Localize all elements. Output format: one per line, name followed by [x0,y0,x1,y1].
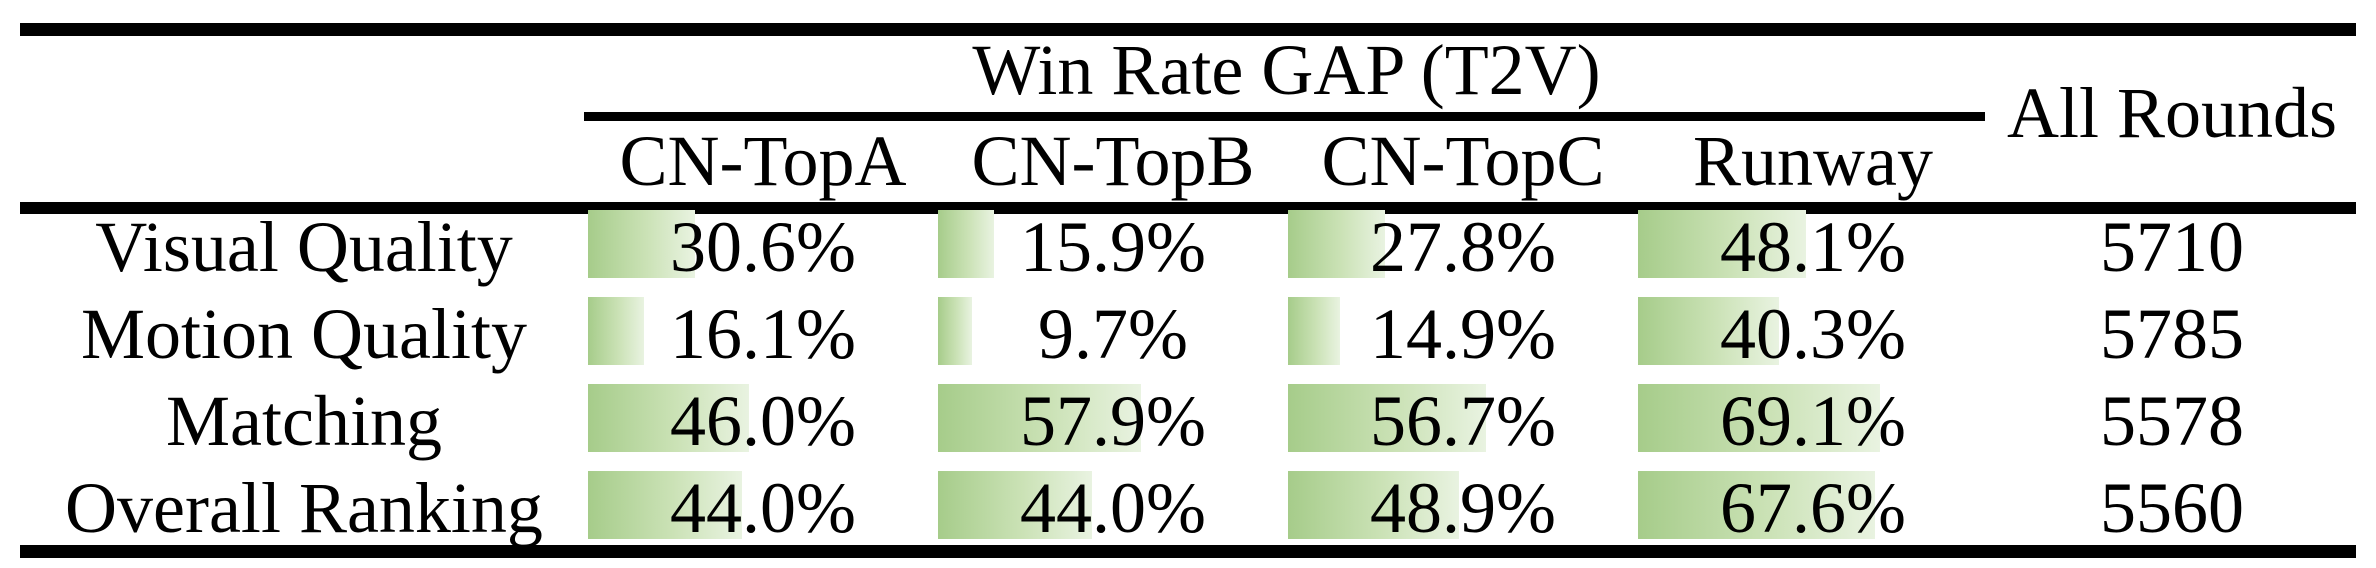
win-rate-value: 40.3% [1720,293,1906,374]
win-rate-data-bar [1638,297,1780,365]
win-rate-data-bar [938,297,972,365]
win-rate-cell: 30.6% [588,206,938,287]
win-rate-value: 9.7% [1038,293,1188,374]
win-rate-value: 57.9% [1020,380,1206,461]
group-header-underline-rule [584,112,1985,121]
win-rate-cell: 16.1% [588,293,938,374]
win-rate-value: 15.9% [1020,206,1206,287]
column-header-cn-topb: CN-TopB [971,120,1255,201]
win-rate-data-bar [938,471,1092,539]
table-row: Visual Quality 30.6% 15.9% 27.8% 48.1% 5710 [20,206,2356,287]
win-rate-value: 27.8% [1370,206,1556,287]
win-rate-data-bar [1288,297,1341,365]
win-rate-data-bar [1638,384,1880,452]
win-rate-value: 16.1% [670,293,856,374]
win-rate-cell: 48.1% [1638,206,1988,287]
win-rate-data-bar [1638,471,1875,539]
column-header-all-rounds: All Rounds [2006,72,2338,153]
win-rate-cell: 57.9% [938,380,1288,461]
win-rate-value: 46.0% [670,380,856,461]
win-rate-value: 44.0% [670,467,856,548]
win-rate-value: 56.7% [1370,380,1556,461]
win-rate-value: 30.6% [670,206,856,287]
win-rate-value: 44.0% [1020,467,1206,548]
win-rate-cell: 44.0% [588,467,938,548]
all-rounds-value: 5710 [2100,206,2244,287]
win-rate-value: 48.9% [1370,467,1556,548]
win-rate-cell: 56.7% [1288,380,1638,461]
win-rate-cell: 46.0% [588,380,938,461]
group-header-win-rate-gap: Win Rate GAP (T2V) [972,29,1601,110]
win-rate-data-bar [1288,471,1460,539]
table-row: Overall Ranking 44.0% 44.0% 48.9% 67.6% 5560 [20,467,2356,548]
row-label: Matching [166,380,442,461]
row-label: Overall Ranking [65,467,543,548]
win-rate-data-bar [588,297,645,365]
win-rate-cell: 15.9% [938,206,1288,287]
win-rate-data-bar [588,384,749,452]
column-header-cn-topc: CN-TopC [1321,120,1605,201]
win-rate-cell: 67.6% [1638,467,1988,548]
win-rate-cell: 69.1% [1638,380,1988,461]
row-label: Motion Quality [81,293,527,374]
win-rate-data-bar [938,384,1141,452]
win-rate-data-bar [588,210,696,278]
win-rate-value: 67.6% [1720,467,1906,548]
column-header-cn-topa: CN-TopA [619,120,907,201]
win-rate-value: 14.9% [1370,293,1556,374]
all-rounds-value: 5578 [2100,380,2244,461]
win-rate-data-bar [1638,210,1807,278]
column-header-row: CN-TopA CN-TopB CN-TopC Runway [588,121,1988,201]
column-header-runway: Runway [1693,120,1933,201]
win-rate-cell: 27.8% [1288,206,1638,287]
all-rounds-value: 5560 [2100,467,2244,548]
win-rate-value: 48.1% [1720,206,1906,287]
win-rate-value: 69.1% [1720,380,1906,461]
table-bottom-rule [20,545,2356,558]
win-rate-data-bar [1288,384,1487,452]
win-rate-data-bar [588,471,742,539]
table-row: Matching 46.0% 57.9% 56.7% 69.1% 5578 [20,380,2356,461]
win-rate-cell: 40.3% [1638,293,1988,374]
row-label: Visual Quality [95,206,513,287]
all-rounds-value: 5785 [2100,293,2244,374]
win-rate-cell: 9.7% [938,293,1288,374]
table-row: Motion Quality 16.1% 9.7% 14.9% 40.3% 5785 [20,293,2356,374]
win-rate-cell: 44.0% [938,467,1288,548]
win-rate-cell: 14.9% [1288,293,1638,374]
win-rate-cell: 48.9% [1288,467,1638,548]
win-rate-data-bar [938,210,994,278]
table-top-rule [20,23,2356,36]
win-rate-data-bar [1288,210,1386,278]
